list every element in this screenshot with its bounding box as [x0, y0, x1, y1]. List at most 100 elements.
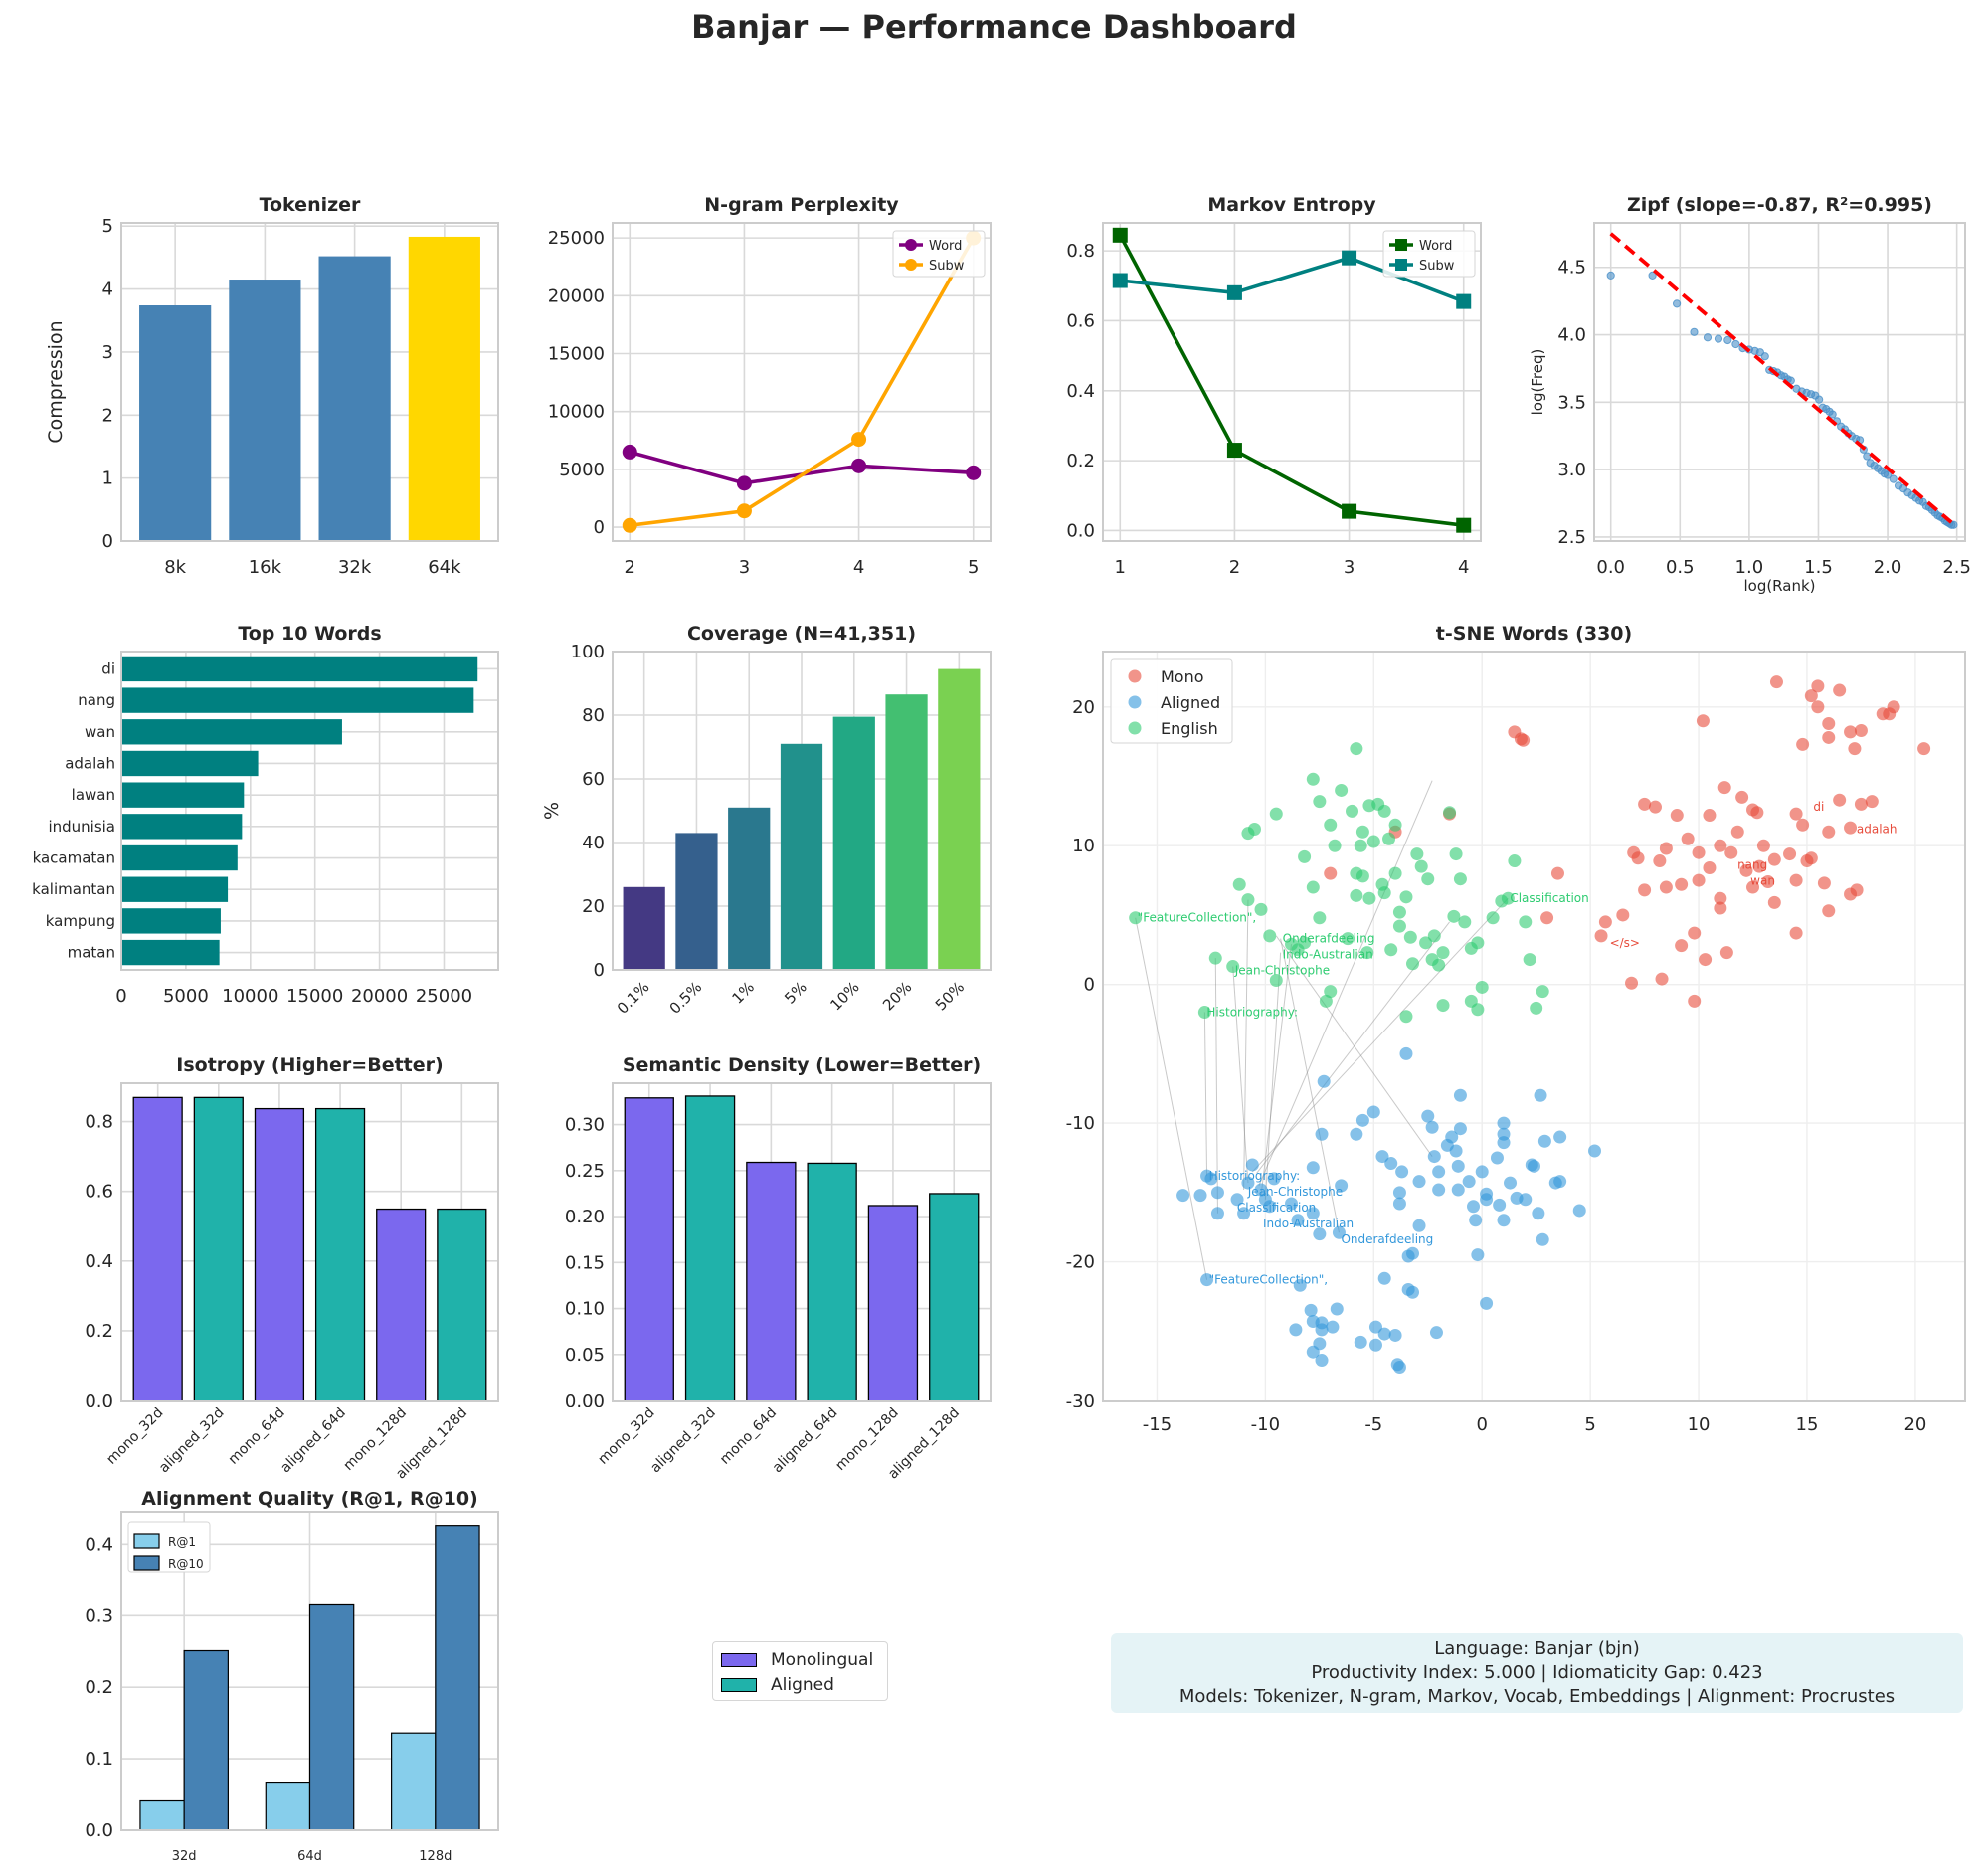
data-point — [966, 465, 982, 480]
tsne-point-aligned — [1375, 1150, 1389, 1164]
tsne-point-aligned — [1289, 1323, 1303, 1337]
x-tick-label: 1.0 — [1735, 557, 1764, 578]
align-panel: 0.0 0.1 0.2 0.3 0.4 32d 64d 128d Alignment Quali… — [85, 1488, 499, 1864]
tsne-point-aligned — [1504, 1176, 1518, 1190]
tsne-point-aligned — [1306, 1345, 1320, 1359]
data-point — [1456, 293, 1472, 309]
tsne-point-aligned — [1210, 1207, 1224, 1220]
tsne-point-mono — [1670, 809, 1684, 823]
tsne-point-english — [1436, 999, 1450, 1013]
x-tick-label: 2.5 — [1942, 557, 1971, 578]
tsne-point-aligned — [1241, 1176, 1255, 1190]
y-tick-label: 0.15 — [565, 1252, 605, 1273]
tsne-point-mono — [1730, 825, 1744, 839]
tsne-point-aligned — [1406, 1285, 1420, 1299]
legend-label: Subw — [929, 259, 965, 274]
tsne-point-aligned — [1285, 1197, 1299, 1211]
tsne-point-aligned — [1469, 1214, 1483, 1227]
tsne-point-english — [1232, 877, 1246, 891]
tsne-point-english — [1403, 930, 1417, 944]
tsne-point-aligned — [1306, 1161, 1320, 1175]
tsne-point-aligned — [1304, 1303, 1318, 1317]
tsne-point-english — [1346, 804, 1359, 818]
y-tick-label: kacamatan — [33, 849, 115, 867]
tsne-point-mono — [1692, 845, 1706, 859]
tsne-point-aligned — [1536, 1232, 1549, 1246]
tsne-point-aligned — [1427, 1150, 1441, 1164]
x-tick-label: 3 — [739, 557, 750, 578]
tsne-point-mono — [1848, 742, 1862, 756]
bar-wan — [121, 719, 342, 745]
x-tick-label: 20 — [1903, 1414, 1926, 1435]
y-tick-label: 5 — [102, 216, 113, 237]
alignment-link — [1232, 966, 1249, 1184]
legend-swatch-aligned — [721, 1677, 757, 1692]
bar-aligned_32d — [193, 1096, 244, 1402]
bar-R@10-128d — [435, 1525, 480, 1831]
bar-mono_128d — [867, 1205, 919, 1402]
ngram-panel: 0 5000 10000 15000 20000 25000 2 3 4 5 N-gram Perp… — [548, 194, 992, 578]
y-tick-label: 25000 — [548, 228, 605, 249]
y-tick-label: 0.4 — [1066, 381, 1095, 402]
tsne-point-english — [1377, 804, 1391, 818]
chart-title: Zipf (slope=-0.87, R²=0.995) — [1627, 194, 1932, 216]
tsne-point-english — [1350, 742, 1363, 756]
tsne-word-label: Onderafdeeling — [1341, 1232, 1433, 1246]
tsne-point-mono — [1746, 880, 1760, 894]
tsne-point-aligned — [1355, 1113, 1369, 1127]
data-point — [1226, 443, 1242, 459]
tsne-word-label: nang — [1737, 858, 1767, 872]
x-tick-label: 5% — [781, 978, 811, 1008]
y-tick-label: 0 — [1084, 975, 1095, 996]
y-tick-label: kalimantan — [32, 880, 115, 898]
alignment-link — [1243, 899, 1249, 1191]
tsne-point-mono — [1850, 883, 1864, 897]
tsne-point-aligned — [1534, 1088, 1547, 1102]
bar-indunisia — [121, 814, 243, 840]
data-point — [736, 503, 752, 519]
x-tick-label: -5 — [1364, 1414, 1382, 1435]
y-tick-label: -30 — [1066, 1391, 1095, 1411]
y-tick-label: 0.05 — [565, 1345, 605, 1366]
x-tick-label: 0.0 — [1596, 557, 1625, 578]
chart-title: Top 10 Words — [238, 623, 381, 645]
bar-mono_128d — [376, 1208, 427, 1402]
y-axis-label: log(Freq) — [1529, 349, 1546, 416]
tsne-point-mono — [1746, 803, 1760, 817]
tsne-point-aligned — [1237, 1207, 1251, 1220]
tsne-word-label: Jean-Christophe — [1234, 964, 1330, 978]
tsne-point-mono — [1822, 904, 1836, 918]
tsne-point-aligned — [1467, 1200, 1481, 1214]
cov-panel: 0 20 40 60 80 100 0.1% 0.5% 1% 5% 10% 20% 50% Coverag… — [541, 623, 992, 1018]
legend-label: Word — [929, 239, 962, 254]
tsne-point-aligned — [1315, 1127, 1329, 1141]
y-tick-label: 0 — [102, 531, 113, 552]
tsne-point-english — [1384, 943, 1398, 957]
y-tick-label: wan — [85, 723, 115, 741]
tsne-point-english — [1298, 849, 1312, 863]
legend-marker — [905, 259, 917, 271]
x-tick-label: 4 — [1458, 557, 1469, 578]
tsne-point-aligned — [1475, 1165, 1489, 1179]
tsne-point-aligned — [1480, 1193, 1494, 1207]
tsne-point-aligned — [1392, 1186, 1406, 1200]
tsne-point-english — [1432, 958, 1446, 972]
axes-frame — [1102, 222, 1482, 542]
chart-title: Alignment Quality (R@1, R@10) — [141, 1488, 478, 1510]
info-models: Models: Tokenizer, N-gram, Markov, Vocab… — [1178, 1686, 1896, 1707]
plot-area — [1103, 652, 1965, 1401]
legend-label: Word — [1419, 239, 1452, 254]
tsne-point-mono — [1854, 797, 1868, 811]
bar-adalah — [121, 750, 259, 777]
tsne-point-aligned — [1384, 1157, 1398, 1171]
tsne-point-aligned — [1332, 1225, 1346, 1239]
tsne-point-aligned — [1293, 1278, 1307, 1292]
tsne-point-aligned — [1497, 1116, 1511, 1130]
tsne-point-aligned — [1392, 1197, 1406, 1211]
tsne-point-english — [1436, 946, 1450, 960]
tsne-point-english — [1263, 929, 1277, 943]
zipf-point — [1863, 452, 1872, 461]
tsne-point-mono — [1833, 793, 1847, 807]
x-tick-label: 0.5% — [666, 978, 706, 1018]
